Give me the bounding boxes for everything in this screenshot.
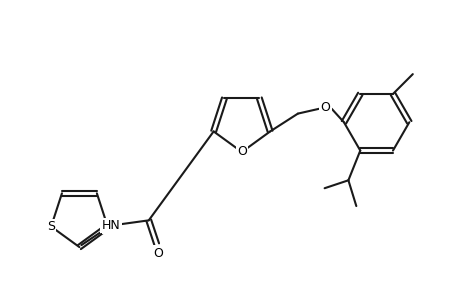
Text: O: O xyxy=(320,101,330,114)
Text: O: O xyxy=(236,146,246,158)
Text: O: O xyxy=(153,247,163,260)
Text: HN: HN xyxy=(101,219,120,232)
Text: S: S xyxy=(47,220,55,233)
Text: N: N xyxy=(103,220,112,233)
